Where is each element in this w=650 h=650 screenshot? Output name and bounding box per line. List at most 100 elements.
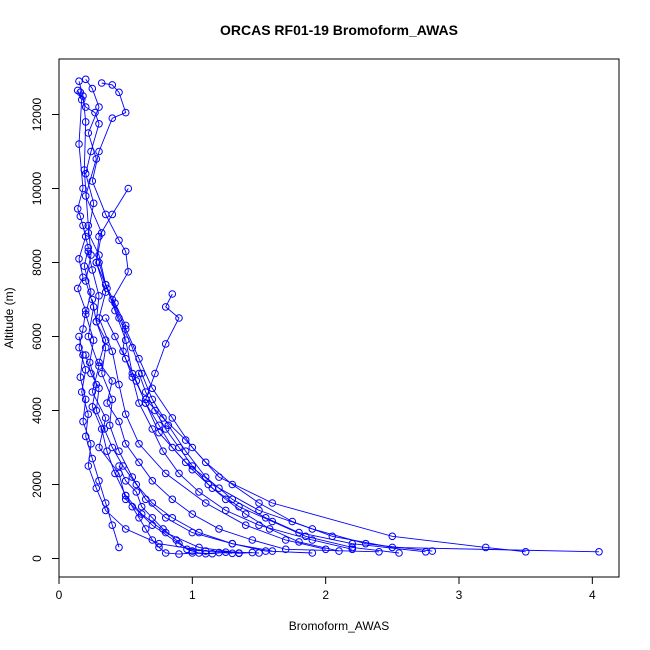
data-point (281, 536, 290, 544)
data-point (175, 443, 183, 452)
data-point (161, 340, 170, 348)
data-point (132, 480, 141, 489)
data-point (108, 347, 117, 356)
series-line (78, 336, 260, 554)
y-tick-label: 2000 (30, 471, 44, 498)
data-point (79, 221, 87, 230)
data-point (95, 251, 103, 259)
data-point (128, 473, 137, 481)
data-point (348, 543, 357, 552)
data-point (137, 369, 146, 378)
data-point (103, 447, 111, 456)
data-point (175, 314, 183, 322)
x-tick-label: 1 (189, 588, 196, 602)
data-point (221, 548, 230, 557)
data-point (97, 369, 106, 378)
plot-area (73, 75, 603, 558)
data-point (204, 480, 213, 489)
data-point (121, 525, 130, 533)
data-point (121, 477, 130, 485)
data-point (141, 399, 150, 407)
data-point (89, 336, 98, 345)
data-point (75, 343, 83, 352)
data-point (168, 414, 177, 422)
data-point (281, 545, 290, 554)
data-point (115, 380, 123, 389)
series (76, 88, 437, 555)
data-point (95, 477, 103, 485)
data-point (89, 303, 98, 311)
data-point (95, 147, 103, 156)
data-point (128, 343, 137, 352)
data-point (95, 258, 103, 267)
data-point (168, 514, 177, 522)
data-point (261, 547, 270, 555)
data-point (97, 425, 106, 433)
data-point (361, 539, 370, 548)
data-point (268, 499, 277, 507)
data-point (81, 395, 90, 404)
data-point (84, 462, 93, 470)
data-point (81, 366, 90, 374)
data-point (81, 351, 90, 359)
data-point (101, 336, 110, 345)
data-point (81, 310, 90, 319)
data-point (108, 210, 117, 219)
data-point (221, 506, 230, 515)
series-line (105, 317, 400, 554)
series-line (77, 90, 120, 548)
data-point (108, 81, 117, 89)
data-point (155, 421, 163, 430)
data-point (87, 288, 95, 296)
data-point (175, 550, 183, 558)
data-point (132, 488, 141, 496)
plot-frame (58, 58, 620, 578)
data-point (97, 79, 106, 87)
data-point (85, 358, 94, 367)
data-point (115, 462, 123, 470)
data-point (148, 536, 157, 544)
data-point (228, 480, 237, 489)
data-point (88, 84, 97, 93)
data-point (141, 388, 150, 396)
data-point (161, 469, 170, 478)
y-tick-label: 0 (30, 555, 44, 562)
data-point (175, 469, 183, 478)
data-point (161, 425, 170, 433)
data-point (148, 499, 157, 507)
data-point (81, 75, 90, 84)
data-point (89, 199, 98, 208)
data-point (268, 517, 277, 526)
data-point (121, 108, 130, 117)
data-point (348, 545, 357, 554)
data-point (335, 547, 343, 555)
data-point (308, 549, 317, 557)
y-tick-label: 10000 (30, 171, 44, 205)
data-point (148, 514, 157, 522)
data-point (87, 369, 95, 378)
data-point (101, 343, 110, 352)
data-point (88, 295, 97, 304)
data-point (241, 521, 250, 530)
series (141, 290, 603, 556)
data-point (124, 184, 133, 193)
data-point (88, 266, 97, 274)
data-point (108, 114, 117, 122)
x-axis-label: Bromoform_AWAS (289, 619, 389, 633)
data-point (119, 347, 127, 356)
series (135, 369, 343, 555)
data-point (188, 510, 197, 518)
data-point (121, 247, 130, 256)
data-point (88, 177, 97, 185)
data-point (255, 499, 263, 507)
data-point (76, 88, 85, 97)
series (92, 184, 430, 556)
data-point (73, 284, 82, 293)
data-point (235, 549, 243, 558)
data-point (208, 549, 217, 558)
data-point (148, 384, 157, 393)
y-tick-label: 4000 (30, 397, 44, 424)
data-point (181, 436, 190, 444)
data-point (228, 539, 237, 548)
